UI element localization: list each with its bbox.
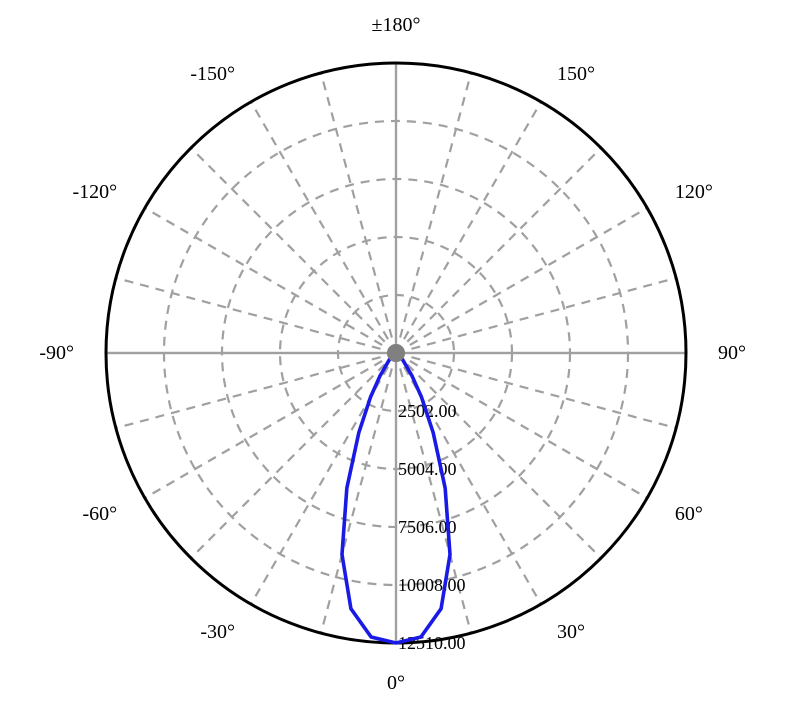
angle-label: -60° bbox=[82, 503, 117, 525]
angle-label: 30° bbox=[557, 621, 585, 643]
grid-spoke bbox=[396, 73, 471, 353]
angle-label: 150° bbox=[557, 63, 595, 85]
grid-spoke bbox=[396, 278, 676, 353]
grid-spoke bbox=[145, 353, 396, 498]
grid-spoke bbox=[396, 102, 541, 353]
polar-svg: 2502.005004.007506.0010008.0012510.00±18… bbox=[0, 0, 792, 706]
grid-spoke bbox=[321, 353, 396, 633]
grid-spoke bbox=[251, 102, 396, 353]
angle-label: 120° bbox=[675, 181, 713, 203]
angle-label: -150° bbox=[190, 63, 235, 85]
radial-tick-label: 12510.00 bbox=[398, 633, 466, 653]
grid-spoke bbox=[191, 353, 396, 558]
grid-spoke bbox=[145, 208, 396, 353]
grid-spoke bbox=[321, 73, 396, 353]
polar-chart: 2502.005004.007506.0010008.0012510.00±18… bbox=[0, 0, 792, 706]
grid-spoke bbox=[396, 148, 601, 353]
center-dot bbox=[387, 344, 405, 362]
grid-spoke bbox=[116, 353, 396, 428]
angle-label: 90° bbox=[718, 342, 746, 364]
angle-label: ±180° bbox=[372, 14, 421, 36]
angle-label: 60° bbox=[675, 503, 703, 525]
angle-label: 0° bbox=[387, 672, 405, 694]
angle-label: -120° bbox=[72, 181, 117, 203]
grid-spoke bbox=[396, 208, 647, 353]
radial-tick-label: 10008.00 bbox=[398, 575, 466, 595]
grid-spoke bbox=[191, 148, 396, 353]
angle-label: -30° bbox=[200, 621, 235, 643]
grid-spoke bbox=[116, 278, 396, 353]
angle-label: -90° bbox=[39, 342, 74, 364]
radial-tick-label: 5004.00 bbox=[398, 459, 457, 479]
